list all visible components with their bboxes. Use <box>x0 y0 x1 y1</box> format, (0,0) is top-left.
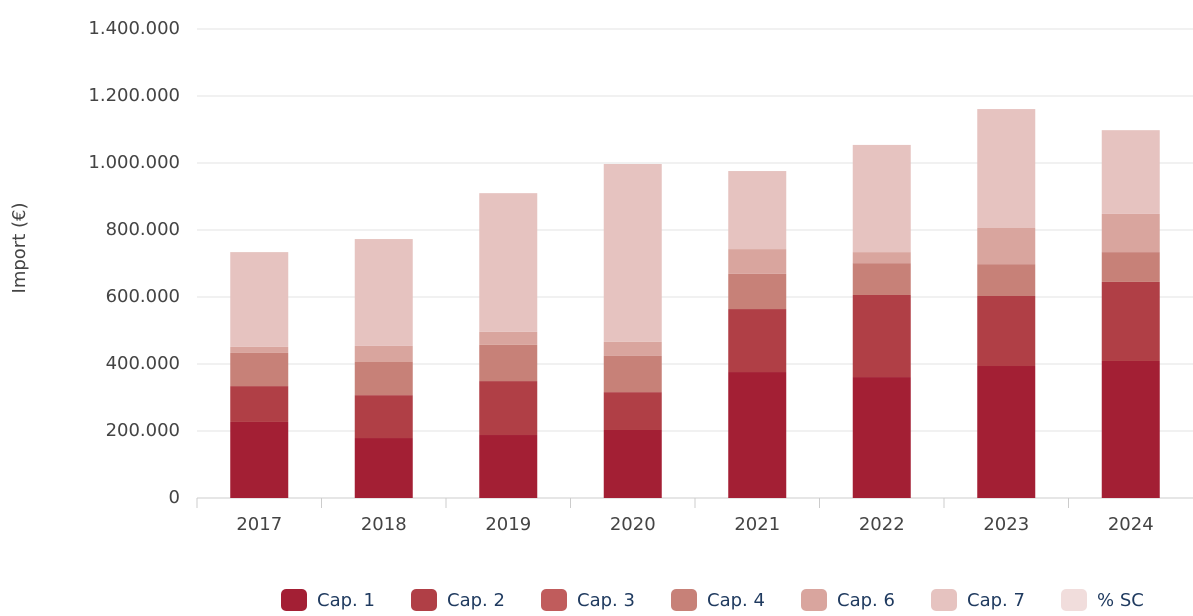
bar-segment <box>354 361 413 396</box>
legend-label: Cap. 6 <box>837 590 895 611</box>
legend-swatch <box>281 589 307 611</box>
bar-segment <box>728 372 787 498</box>
x-tick-label: 2020 <box>610 514 656 535</box>
x-tick-label: 2018 <box>361 514 407 535</box>
bar-segment <box>603 341 662 356</box>
legend-label: Cap. 4 <box>707 590 765 611</box>
bar-segment <box>1101 281 1160 361</box>
legend-swatch <box>411 589 437 611</box>
bar-segment <box>852 377 911 498</box>
bar-segment <box>230 352 289 387</box>
bar-segment <box>728 249 787 274</box>
x-tick-label: 2021 <box>734 514 780 535</box>
bar-segment <box>354 438 413 498</box>
legend-label: % SC <box>1097 590 1144 611</box>
x-tick-label: 2023 <box>983 514 1029 535</box>
bar-segment <box>479 193 538 332</box>
legend-label: Cap. 2 <box>447 590 505 611</box>
bar-segment <box>1101 252 1160 282</box>
bar-segment <box>479 331 538 345</box>
bar-segment <box>230 252 289 347</box>
bar-segment <box>728 171 787 250</box>
y-tick-label: 0 <box>169 487 180 508</box>
bar-segment <box>852 252 911 264</box>
bar-segment <box>603 355 662 393</box>
x-tick-label: 2017 <box>236 514 282 535</box>
legend-label: Cap. 1 <box>317 590 375 611</box>
x-tick-label: 2019 <box>485 514 531 535</box>
bar-segment <box>230 346 289 353</box>
y-tick-label: 600.000 <box>106 286 180 307</box>
y-tick-label: 200.000 <box>106 420 180 441</box>
y-tick-label: 1.000.000 <box>88 152 180 173</box>
legend-swatch <box>931 589 957 611</box>
bar-segment <box>852 294 911 378</box>
bar-segment <box>603 429 662 498</box>
bar-segment <box>354 239 413 346</box>
bar-segment <box>728 309 787 373</box>
y-tick-label: 1.400.000 <box>88 18 180 39</box>
legend-swatch <box>801 589 827 611</box>
legend-swatch <box>671 589 697 611</box>
legend-label: Cap. 7 <box>967 590 1025 611</box>
bar-segment <box>354 345 413 362</box>
bar-segment <box>977 366 1036 498</box>
legend-swatch <box>541 589 567 611</box>
legend: Cap. 1 Cap. 2 Cap. 3 Cap. 4 Cap. 6 Cap. 7 % SC <box>281 589 1144 611</box>
y-tick-label: 400.000 <box>106 353 180 374</box>
bar-segment <box>1101 360 1160 498</box>
y-tick-label: 800.000 <box>106 219 180 240</box>
bar-segment <box>852 144 911 253</box>
x-tick-label: 2024 <box>1108 514 1154 535</box>
bar-segment <box>603 164 662 342</box>
bar-segment <box>1101 130 1160 214</box>
bar-segment <box>479 435 538 498</box>
bar-segment <box>977 295 1036 367</box>
bar-segment <box>479 381 538 436</box>
bar-segment <box>852 263 911 295</box>
bar-segment <box>1101 213 1160 253</box>
bar-segment <box>728 273 787 310</box>
bar-segment <box>230 386 289 422</box>
legend-label: Cap. 3 <box>577 590 635 611</box>
bar-segment <box>603 392 662 430</box>
legend-swatch <box>1061 589 1087 611</box>
y-tick-label: 1.200.000 <box>88 85 180 106</box>
bar-segment <box>977 109 1036 228</box>
bar-segment <box>230 421 289 498</box>
y-axis-label: Import (€) <box>9 203 30 294</box>
bar-segment <box>977 264 1036 296</box>
bar-segment <box>479 344 538 382</box>
bar-segment <box>354 395 413 439</box>
bar-segment <box>977 227 1036 265</box>
x-tick-label: 2022 <box>859 514 905 535</box>
